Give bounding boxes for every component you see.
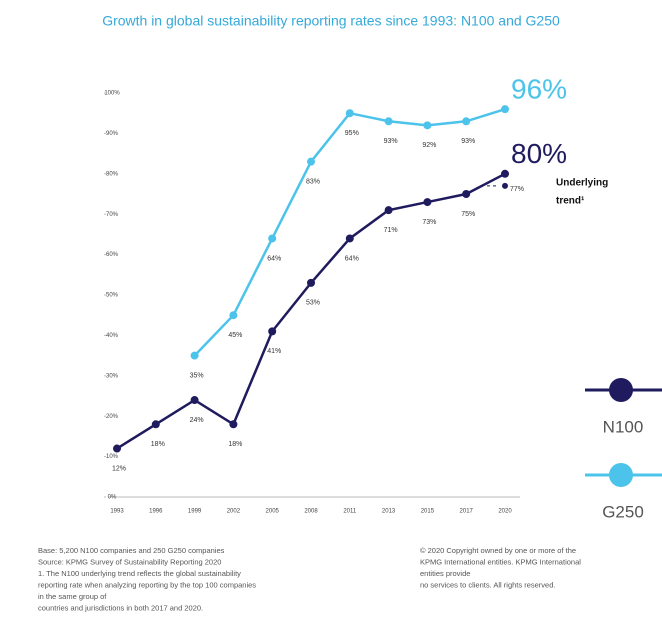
legend-label: N100 [603, 417, 644, 436]
x-tick-label: 2020 [498, 509, 512, 515]
end-label: 80% [511, 138, 567, 169]
y-tick-label: 80% [106, 171, 119, 177]
copyright: no services to clients. All rights reser… [420, 580, 555, 589]
point [229, 311, 238, 320]
point [113, 444, 121, 453]
value-label: 64% [267, 255, 281, 262]
y-tick-label: 10% [106, 454, 119, 460]
trend-point [502, 182, 508, 189]
footnote: countries and jurisdictions in both 2017… [38, 603, 203, 612]
value-label: 12% [112, 465, 126, 472]
y-tick-label: 0% [108, 495, 117, 501]
value-label: 41% [267, 348, 281, 355]
value-label: 71% [384, 227, 398, 234]
trend-label: 77% [510, 186, 524, 193]
x-tick-label: 1996 [149, 509, 163, 515]
x-tick-label: 2002 [227, 509, 241, 515]
value-label: 93% [461, 138, 475, 145]
footnote: Base: 5,200 N100 companies and 250 G250 … [38, 546, 225, 555]
y-tick-label: 100% [104, 91, 120, 97]
point [268, 234, 277, 243]
point [423, 121, 432, 130]
value-label: 83% [306, 179, 320, 186]
point [345, 109, 354, 118]
y-tick-label: 30% [106, 373, 119, 379]
value-label: 45% [228, 332, 242, 339]
point [307, 278, 315, 287]
value-label: 24% [190, 417, 204, 424]
y-tick-label: 40% [106, 333, 119, 339]
footnote: reporting rate when analyzing reporting … [38, 580, 256, 589]
y-tick-label: 50% [106, 293, 119, 299]
x-tick-label: 2017 [460, 509, 474, 515]
y-tick-label: 20% [106, 414, 119, 420]
footnote: in the same group of [38, 592, 107, 601]
value-label: 95% [345, 130, 359, 137]
trend-text: Underlying [556, 178, 608, 189]
x-tick-label: 2011 [343, 509, 357, 515]
point [190, 396, 199, 405]
point [462, 190, 471, 198]
copyright: KPMG International entities. KPMG Intern… [420, 557, 581, 566]
value-label: 18% [151, 441, 165, 448]
x-tick-label: 2013 [382, 509, 396, 515]
value-label: 73% [422, 219, 436, 226]
x-tick-label: 1999 [188, 509, 202, 515]
value-label: 75% [461, 211, 475, 218]
point [462, 117, 471, 126]
legend-marker [609, 463, 633, 487]
value-label: 18% [228, 441, 242, 448]
point [384, 206, 393, 215]
x-tick-label: 2015 [421, 509, 435, 515]
point [501, 169, 509, 178]
point [151, 420, 160, 429]
legend-marker [609, 378, 633, 402]
point [229, 420, 238, 429]
footnote: 1. The N100 underlying trend reflects th… [38, 569, 241, 578]
value-label: 35% [190, 372, 204, 379]
value-label: 64% [345, 255, 359, 262]
y-tick-label: 70% [106, 212, 119, 218]
chart-title: Growth in global sustainability reportin… [102, 13, 560, 29]
point [307, 157, 315, 166]
value-label: 93% [384, 138, 398, 145]
copyright: © 2020 Copyright owned by one or more of… [420, 546, 576, 555]
point [268, 327, 277, 336]
y-tick-label: 90% [106, 131, 119, 137]
trend-text: trend¹ [556, 196, 585, 207]
x-tick-label: 2005 [266, 509, 280, 515]
point [501, 105, 509, 114]
y-tick-label: 60% [106, 252, 119, 258]
copyright: entities provide [420, 569, 470, 578]
point [345, 234, 354, 243]
point [423, 198, 432, 207]
footnote: Source: KPMG Survey of Sustainability Re… [38, 557, 221, 566]
legend-label: G250 [602, 502, 644, 521]
x-tick-label: 1993 [110, 509, 124, 515]
point [190, 351, 199, 360]
end-label: 96% [511, 74, 567, 105]
value-label: 53% [306, 300, 320, 307]
value-label: 92% [422, 142, 436, 149]
x-tick-label: 2008 [304, 509, 318, 515]
point [384, 117, 393, 126]
